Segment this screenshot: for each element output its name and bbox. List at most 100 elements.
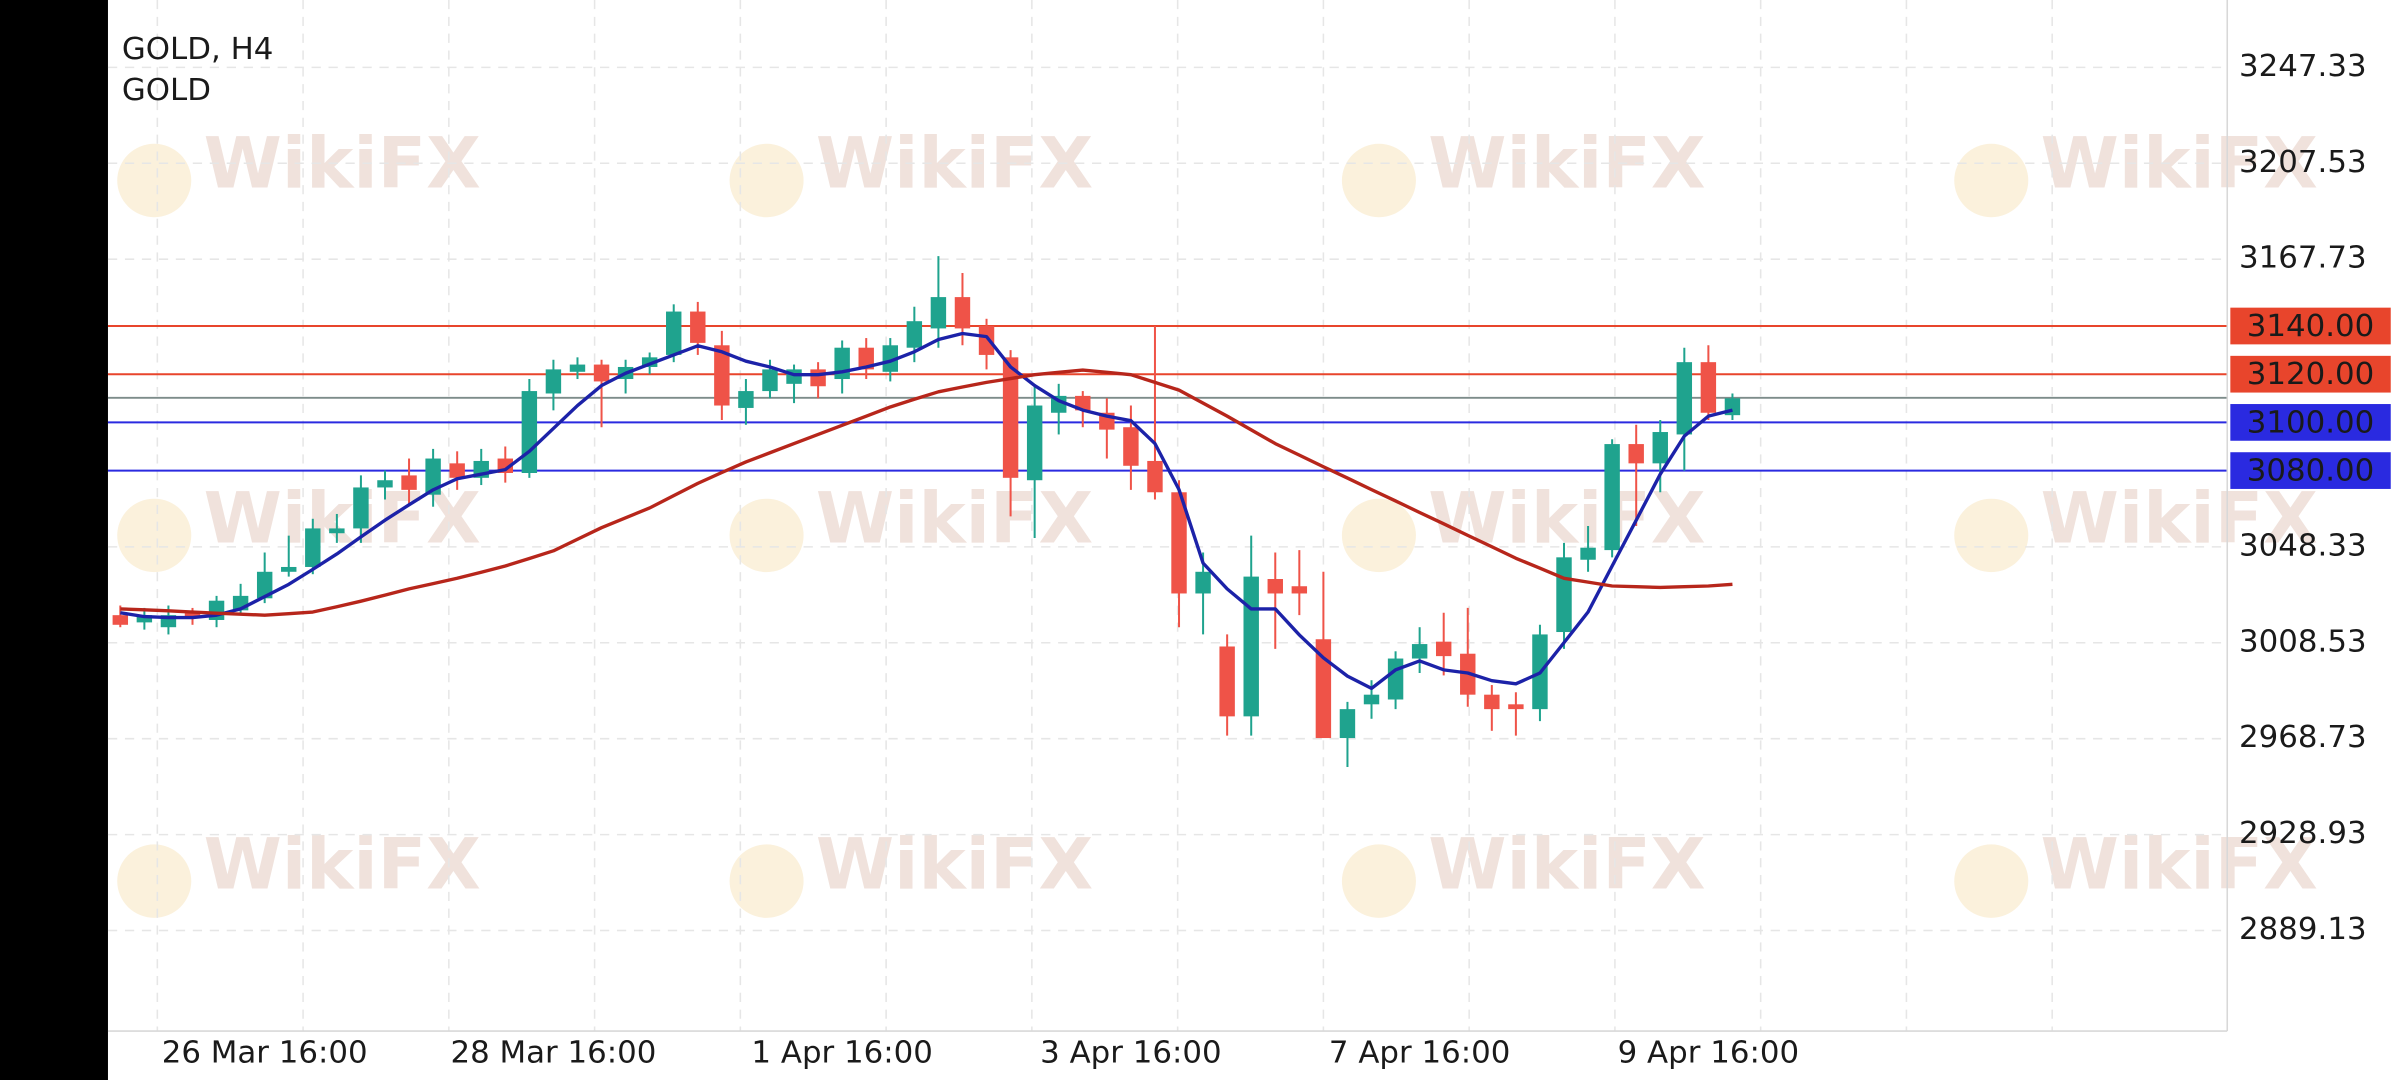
candle-body [690,311,706,343]
plot [107,256,2228,767]
watermark-icon [1341,143,1416,218]
candle-body [666,311,682,355]
candle-body [738,391,754,408]
watermark-icon [1954,143,2029,218]
candle-body [1604,444,1620,551]
level-label: 3100.00 [2247,405,2375,441]
y-tick-label: 3207.53 [2239,144,2367,180]
candle-body [882,345,898,372]
candle-body [136,615,153,623]
candle-body [1075,395,1091,411]
candle-body [449,463,465,478]
level-label: 3120.00 [2247,356,2375,392]
candle-body [1556,557,1572,633]
candle-body [1387,658,1404,700]
watermark: WikiFX [2041,477,2318,560]
candle-body [1147,460,1163,493]
candle-body [1339,709,1356,739]
candle-body [714,345,730,406]
candle-body [1267,579,1283,594]
candle-body [184,612,201,618]
level-label-box [2230,452,2391,489]
y-tick-label: 3048.33 [2239,527,2367,563]
candle-body [1435,641,1452,657]
candle-body [954,297,971,329]
watermark: WikiFX [816,477,1093,560]
candle-body [112,615,129,625]
candle-body [1315,639,1332,739]
candle-body [545,369,562,394]
watermark-icon [117,844,192,918]
candle-body [281,566,297,572]
candle-body [1243,576,1259,717]
candle-body [1628,444,1644,464]
level-label-box [2230,404,2391,441]
y-tick-label: 2889.13 [2239,911,2367,947]
candle-body [377,480,393,488]
watermark-icon [1954,498,2029,573]
axes: 3247.33 3207.53 3167.73 3048.33 3008.53 2968.… [162,48,2391,1070]
candle-body [1195,571,1211,594]
candle-body [978,326,995,355]
candle-body [834,347,850,380]
candle-body [1700,362,1717,413]
chart-title: GOLD, H4 [122,31,274,67]
y-tick-label: 3247.33 [2239,48,2367,84]
x-tick-label: 7 Apr 16:00 [1329,1035,1510,1071]
candle-body [858,347,874,370]
watermark-icon [117,143,192,218]
candle-body [1002,357,1019,478]
watermark: WikiFX [1428,823,1705,906]
watermark-icon [729,143,804,218]
candle-body [1171,492,1187,594]
grid [107,0,2228,1032]
watermark: WikiFX [816,823,1093,906]
level-label: 3080.00 [2247,453,2375,489]
candle-body [329,528,345,534]
candle-body [1026,405,1043,481]
watermark-icon [117,498,192,573]
candle-body [930,297,947,329]
left-bezel [0,0,108,1080]
level-label-box [2230,355,2391,393]
chart-subtitle: GOLD [122,72,211,108]
y-tick-label: 3008.53 [2239,623,2367,659]
candle-body [521,391,538,473]
level-label-box [2230,307,2391,345]
candle-body [906,321,923,348]
watermark-icon [1341,844,1416,918]
candle-body [1508,704,1524,710]
candle-body [1652,432,1668,464]
watermark-icon [1954,844,2029,918]
y-tick-label: 2928.93 [2239,815,2367,851]
candle-body [1580,547,1596,560]
y-tick-label: 3167.73 [2239,240,2367,276]
candle-body [593,364,610,382]
candle-body [256,571,273,599]
candle-body [401,475,417,490]
x-tick-label: 28 Mar 16:00 [450,1035,656,1071]
x-tick-label: 9 Apr 16:00 [1618,1035,1799,1071]
level-label: 3140.00 [2247,308,2375,344]
candle-body [1676,362,1693,435]
x-tick-label: 1 Apr 16:00 [751,1035,932,1071]
watermark: WikiFX [2041,823,2318,906]
candle-body [762,369,778,392]
candle-body [1219,646,1235,717]
candle-body [810,369,826,387]
watermark: WikiFX [204,823,481,906]
candle-body [305,528,321,567]
ma-line [120,331,1733,691]
watermark-icon [729,844,804,918]
candle-body [1484,694,1500,710]
candle-body [425,458,441,495]
candle-body [353,487,369,529]
x-tick-label: 26 Mar 16:00 [162,1035,368,1071]
watermark-icon [1341,498,1416,573]
candle-body [569,364,586,372]
candle-body [1363,694,1380,705]
ma-line [120,368,1733,617]
candle-body [1291,586,1308,594]
